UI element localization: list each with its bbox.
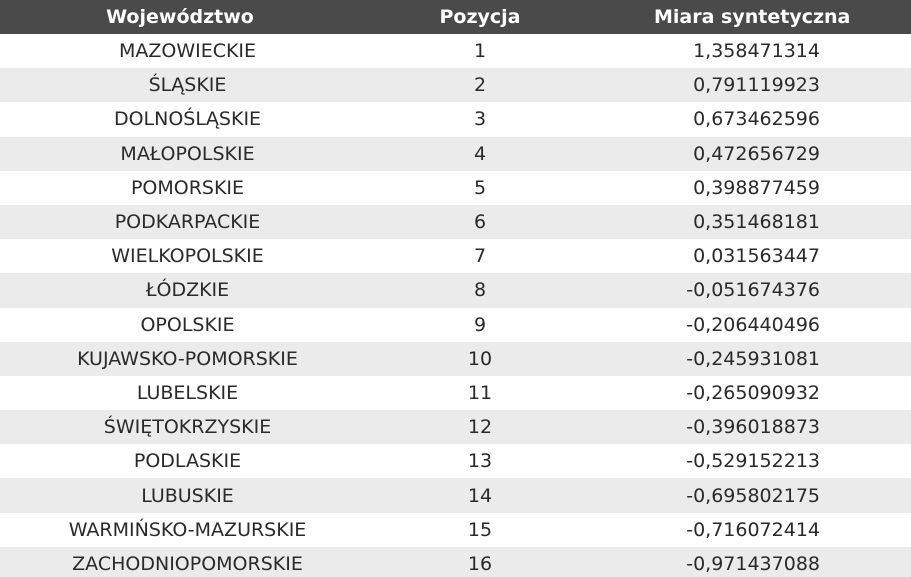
- cell-position: 14: [467, 484, 493, 507]
- cell-measure: -0,245931081: [686, 347, 820, 370]
- cell-region: MAŁOPOLSKIE: [120, 142, 255, 165]
- cell-region: DOLNOŚLĄSKIE: [113, 108, 262, 131]
- header-region[interactable]: Województwo: [106, 6, 254, 28]
- cell-measure: 0,351468181: [693, 211, 820, 234]
- cell-measure: 0,398877459: [693, 176, 820, 199]
- table-row: WIELKOPOLSKIE 7 0,031563447: [0, 239, 911, 274]
- cell-measure: 0,673462596: [693, 108, 820, 131]
- cell-region: ZACHODNIOPOMORSKIE: [72, 552, 303, 575]
- table-row: OPOLSKIE 9 -0,206440496: [0, 307, 911, 342]
- cell-region: WIELKOPOLSKIE: [111, 245, 264, 268]
- table-row: DOLNOŚLĄSKIE 3 0,673462596: [0, 102, 911, 137]
- table-row: POMORSKIE 5 0,398877459: [0, 170, 911, 205]
- cell-position: 7: [473, 245, 487, 268]
- cell-position: 10: [467, 347, 493, 370]
- cell-position: 11: [467, 381, 493, 404]
- table-row: PODKARPACKIE 6 0,351468181: [0, 204, 911, 240]
- cell-measure: -0,695802175: [686, 484, 820, 507]
- cell-measure: -0,265090932: [686, 381, 820, 404]
- cell-measure: -0,529152213: [686, 450, 820, 473]
- cell-region: MAZOWIECKIE: [118, 40, 257, 63]
- cell-region: POMORSKIE: [130, 176, 245, 199]
- cell-region: ŁÓDZKIE: [145, 279, 230, 302]
- table-row: KUJAWSKO-POMORSKIE 10 -0,245931081: [0, 341, 911, 376]
- cell-position: 5: [473, 176, 487, 199]
- cell-region: ŚLĄSKIE: [148, 74, 227, 97]
- cell-measure: 1,358471314: [693, 40, 820, 63]
- cell-measure: -0,206440496: [686, 313, 820, 336]
- cell-measure: -0,396018873: [686, 416, 820, 439]
- table-row: ZACHODNIOPOMORSKIE 16 -0,971437088: [0, 546, 911, 577]
- cell-region: KUJAWSKO-POMORSKIE: [77, 347, 298, 370]
- cell-region: ŚWIĘTOKRZYSKIE: [103, 416, 272, 439]
- cell-measure: -0,971437088: [686, 552, 820, 575]
- cell-position: 9: [473, 313, 487, 336]
- table-body: MAZOWIECKIE 1 1,358471314 ŚLĄSKIE 2 0,7911199…: [0, 34, 911, 577]
- header-measure[interactable]: Miara syntetyczna: [654, 6, 851, 28]
- cell-position: 8: [473, 279, 487, 302]
- cell-measure: -0,051674376: [686, 279, 820, 302]
- cell-region: WARMIŃSKO-MAZURSKIE: [68, 518, 307, 541]
- cell-region: PODKARPACKIE: [114, 211, 261, 234]
- cell-measure: 0,791119923: [693, 74, 820, 97]
- table-row: PODLASKIE 13 -0,529152213: [0, 444, 911, 479]
- table-row: LUBELSKIE 11 -0,265090932: [0, 375, 911, 411]
- table-row: WARMIŃSKO-MAZURSKIE 15 -0,716072414: [0, 512, 911, 547]
- cell-position: 15: [467, 518, 493, 541]
- cell-position: 1: [473, 40, 487, 63]
- cell-measure: -0,716072414: [686, 518, 820, 541]
- cell-measure: 0,472656729: [693, 142, 820, 165]
- table-row: LUBUSKIE 14 -0,695802175: [0, 478, 911, 513]
- cell-region: OPOLSKIE: [140, 313, 235, 336]
- header-position[interactable]: Pozycja: [439, 6, 521, 28]
- cell-position: 6: [473, 211, 487, 234]
- cell-position: 12: [467, 416, 493, 439]
- cell-region: LUBUSKIE: [141, 484, 234, 507]
- table-row: MAŁOPOLSKIE 4 0,472656729: [0, 136, 911, 171]
- cell-measure: 0,031563447: [693, 245, 820, 268]
- cell-position: 4: [473, 142, 487, 165]
- cell-position: 2: [473, 74, 487, 97]
- table-row: MAZOWIECKIE 1 1,358471314: [0, 34, 911, 69]
- table-row: ŚWIĘTOKRZYSKIE 12 -0,396018873: [0, 410, 911, 445]
- table-header: Województwo Pozycja Miara syntetyczna: [0, 0, 911, 34]
- cell-position: 16: [467, 552, 493, 575]
- cell-region: LUBELSKIE: [136, 381, 239, 404]
- table-row: ŚLĄSKIE 2 0,791119923: [0, 68, 911, 103]
- cell-region: PODLASKIE: [133, 450, 242, 473]
- table-row: ŁÓDZKIE 8 -0,051674376: [0, 273, 911, 308]
- cell-position: 3: [473, 108, 487, 131]
- cell-position: 13: [467, 450, 493, 473]
